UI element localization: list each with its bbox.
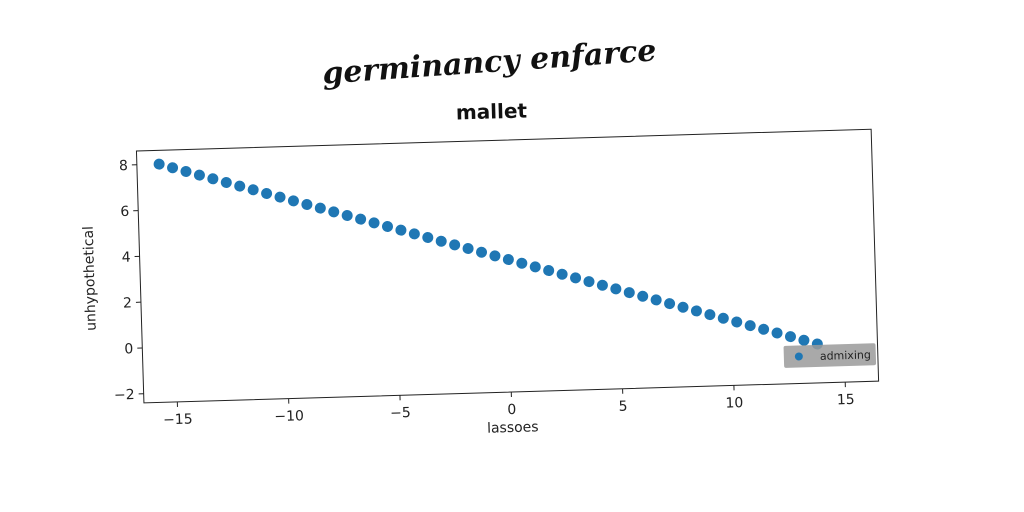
scatter-point [422,232,434,244]
scatter-point [784,331,796,343]
scatter-point [623,287,635,299]
scatter-point [368,217,380,229]
y-tick-label: 4 [121,250,130,266]
legend-label: admixing [820,348,871,363]
scatter-point [489,250,501,262]
scatter-point [570,272,582,284]
scatter-point [677,301,689,313]
scatter-point [731,316,743,328]
figure-suptitle: germinancy enfarce [321,33,657,91]
x-tick-label: −10 [274,408,304,425]
y-tick-label: 2 [123,295,132,311]
x-tick-label: 0 [507,402,516,418]
scatter-point [207,173,219,185]
scatter-point [341,209,353,221]
scatter-point [664,298,676,310]
scatter-point [261,187,273,199]
scatter-point [167,162,179,174]
x-tick-label: −15 [163,411,193,428]
scatter-point [274,191,286,203]
scatter-point [690,305,702,317]
y-axis-label: unhypothetical [81,226,100,331]
x-tick-label: 5 [618,399,627,415]
scatter-point [771,327,783,339]
scatter-point [301,198,313,210]
y-tick-label: 6 [120,204,129,220]
scatter-point [193,169,205,181]
scatter-point [556,268,568,280]
scatter-point [234,180,246,192]
x-tick-label: 10 [725,395,743,412]
scatter-point [596,279,608,291]
scatter-point [583,276,595,288]
scatter-point [355,213,367,225]
scatter-point [247,184,259,196]
scatter-point [610,283,622,295]
scatter-point [476,246,488,258]
legend-box [783,343,877,368]
scatter-point [153,158,165,170]
scatter-point [180,165,192,177]
axes: mallet −15 −10 −5 0 5 10 15 −2 0 2 4 6 8 lassoes un… [81,98,880,437]
scatter-point [395,224,407,236]
y-tick-label: 8 [119,158,128,174]
scatter-point [314,202,326,214]
scatter-point [637,290,649,302]
chart-title: mallet [456,98,528,124]
y-tick-label: −2 [114,387,135,404]
x-tick-label: 15 [837,392,855,409]
legend-marker [794,352,803,361]
scatter-point [449,239,461,251]
y-tick-label: 0 [124,341,133,357]
scatter-point [717,312,729,324]
x-axis-label: lassoes [487,419,539,437]
scatter-point [220,176,232,188]
x-axis: −15 −10 −5 0 5 10 15 [163,382,855,428]
scatter-series [153,158,823,350]
scatter-point [435,235,447,247]
scatter-point [529,261,541,273]
scatter-point [408,228,420,240]
scatter-point [758,323,770,335]
scatter-point [462,243,474,255]
scatter-point [381,221,393,233]
scatter-point [543,265,555,277]
legend: admixing [783,343,877,368]
scatter-point [328,206,340,218]
scatter-point [744,320,756,332]
x-tick-label: −5 [390,405,411,422]
scatter-point [287,195,299,207]
scatter-point [704,309,716,321]
scatter-point [516,257,528,269]
plot-frame [135,128,880,404]
scatter-point [798,334,810,346]
scatter-point [502,254,514,266]
scatter-point [650,294,662,306]
y-axis: −2 0 2 4 6 8 [114,158,144,404]
